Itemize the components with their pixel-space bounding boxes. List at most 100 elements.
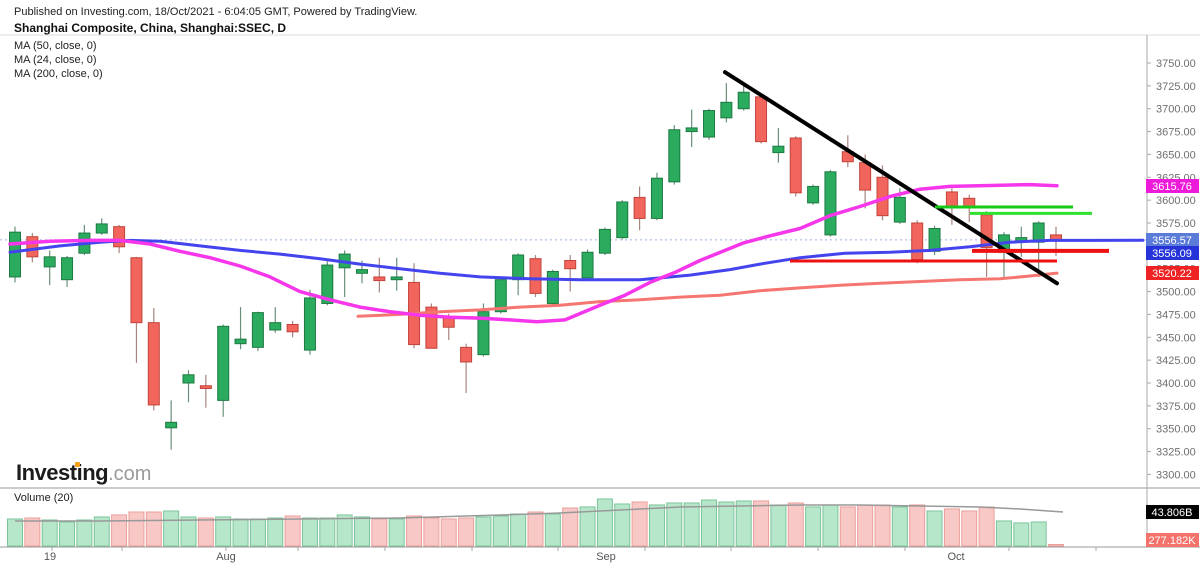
price-tick-label: 3400.00 [1156,378,1196,390]
volume-bar [995,520,1012,547]
volume-bar [718,501,735,547]
volume-bar [423,517,440,547]
candle-body [460,346,473,363]
candle-body [772,145,785,154]
volume-bar [805,506,822,547]
volume-bar [891,506,908,547]
candle-body [737,91,750,110]
investing-logo: Investing.com [16,460,151,485]
candle-body [529,258,542,294]
candle-body [755,96,768,143]
price-tick-label: 3700.00 [1156,104,1196,116]
volume-bar [753,500,770,547]
candle-body [373,276,386,282]
price-tick-label: 3300.00 [1156,469,1196,481]
candle-body [807,185,820,204]
legend-ma-50[interactable]: MA (50, close, 0) [14,40,97,52]
logo-text: Investing [16,460,109,485]
candlestick-series [9,83,1062,450]
volume-bar [770,504,787,547]
volume-bar [909,504,926,547]
legend-ma-24[interactable]: MA (24, close, 0) [14,54,97,66]
volume-bar [111,514,128,547]
candle-body [286,323,299,333]
candle-body [859,162,872,191]
volume-bar [614,503,631,547]
volume-bar [562,507,579,547]
downtrend-line[interactable] [723,70,1059,286]
volume-bar [492,515,509,547]
candle-body [963,197,976,208]
candle-body [113,226,126,248]
price-tick-label: 3675.00 [1156,127,1196,139]
candle-body [911,222,924,261]
volume-bar [406,515,423,547]
time-label-19: 19 [44,551,56,563]
volume-bar [701,499,717,547]
last-volume-badge: 277.182K [1146,533,1199,547]
volume-bar [284,515,301,547]
volume-bar [1048,544,1064,547]
volume-bar [440,518,457,547]
volume-bar [319,517,336,547]
volume-bar [76,519,93,547]
candle-body [824,171,837,236]
volume-pane-label: Volume (20) [14,492,74,504]
price-badge-current-price: 3556.57 [1146,233,1199,247]
volume-bar [128,511,145,547]
candle-body [616,201,629,239]
price-tick-label: 3750.00 [1156,58,1196,70]
price-tick-label: 3725.00 [1156,81,1196,93]
candle-body [147,322,160,406]
volume-ma-badge: 43.806B [1146,505,1199,519]
volume-bar [544,513,561,547]
badge-text: 277.182K [1148,535,1196,547]
badge-bg [1146,505,1199,519]
volume-bar [145,511,162,547]
volume-ma-line [15,504,1064,522]
volume-bar [683,502,700,547]
volume-bar [510,513,527,547]
candle-body [546,270,559,304]
badge-text: 43.806B [1152,507,1193,519]
volume-bar [354,516,370,547]
time-axis[interactable]: 19 Aug Sep Oct [44,547,1097,563]
volume-bar [961,510,978,547]
page-title: Shanghai Composite, China, Shanghai:SSEC… [14,21,287,35]
volume-bar [371,518,388,547]
price-tick-label: 3650.00 [1156,149,1196,161]
candle-body [512,254,525,281]
badge-bg [1146,246,1199,260]
time-label-Sep: Sep [596,551,616,563]
candle-body [650,177,663,219]
candle-body [26,236,39,258]
candle-body [356,269,368,274]
price-badge-ma-magenta-value: 3615.76 [1146,179,1199,193]
volume-bar [197,517,214,547]
price-tick-label: 3350.00 [1156,424,1196,436]
volume-bar [1013,522,1030,547]
price-tick-label: 3375.00 [1156,401,1196,413]
volume-bar [631,501,648,547]
candle-body [182,374,195,384]
candle-body [251,312,264,348]
volume-bar [648,504,665,547]
volume-bar [301,517,318,547]
candle-body [199,385,212,389]
volume-bar [458,517,475,547]
candle-body [130,257,143,324]
candle-body [789,137,802,194]
candle-body [321,264,334,304]
price-tick-label: 3325.00 [1156,447,1196,459]
price-tick-label: 3500.00 [1156,287,1196,299]
candle-body [703,110,715,138]
candle-body [477,311,490,356]
published-line: Published on Investing.com, 18/Oct/2021 … [14,6,418,18]
candle-body [43,256,56,268]
legend-ma-200[interactable]: MA (200, close, 0) [14,68,103,80]
volume-bar [93,516,110,547]
candle-body [390,276,403,281]
ma-blue-line [8,238,1145,282]
ma-red-line [356,271,1059,318]
